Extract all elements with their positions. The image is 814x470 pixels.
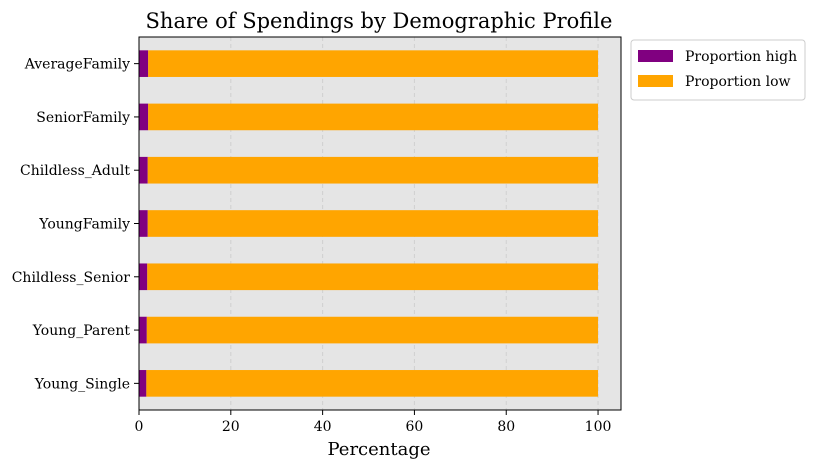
x-axis-label: Percentage [327, 439, 430, 460]
bar-segment [146, 370, 599, 397]
bar-segment [139, 156, 148, 184]
bar-segment [147, 263, 599, 291]
bar-segment [139, 103, 149, 131]
bars [139, 50, 599, 397]
x-tick-label: 80 [497, 419, 515, 435]
y-tick-label: Childless_Senior [12, 270, 131, 286]
legend-frame [630, 39, 806, 101]
bar-segment [139, 263, 148, 291]
y-tick-label: AverageFamily [24, 57, 130, 73]
bar-segment [147, 156, 599, 184]
bar-segment [139, 50, 149, 77]
bar-segment [146, 316, 599, 344]
x-tick-label: 60 [406, 419, 424, 435]
y-tick-label: Young_Parent [32, 323, 131, 339]
legend-label: Proportion low [685, 74, 791, 90]
legend: Proportion high Proportion low [630, 39, 806, 101]
chart-title: Share of Spendings by Demographic Profil… [146, 9, 613, 33]
bar-segment [139, 370, 147, 397]
x-tick-label: 0 [135, 419, 144, 435]
bar-segment [148, 50, 599, 77]
y-tick-label: Childless_Adult [20, 163, 130, 179]
x-axis-ticks: 0 20 40 60 80 100 [135, 410, 612, 435]
legend-swatch [638, 50, 673, 62]
x-tick-label: 40 [314, 419, 332, 435]
x-tick-label: 100 [585, 419, 612, 435]
legend-swatch [638, 75, 673, 87]
y-tick-label: SeniorFamily [36, 110, 130, 126]
bar-segment [148, 103, 599, 131]
y-axis-ticks: Young_Single Young_Parent Childless_Senior… [12, 57, 139, 392]
y-tick-label: YoungFamily [38, 217, 130, 233]
y-tick-label: Young_Single [34, 376, 130, 392]
legend-label: Proportion high [685, 49, 797, 65]
bar-segment [139, 316, 147, 344]
x-tick-label: 20 [222, 419, 240, 435]
bar-segment [147, 210, 599, 237]
bar-segment [139, 210, 148, 237]
